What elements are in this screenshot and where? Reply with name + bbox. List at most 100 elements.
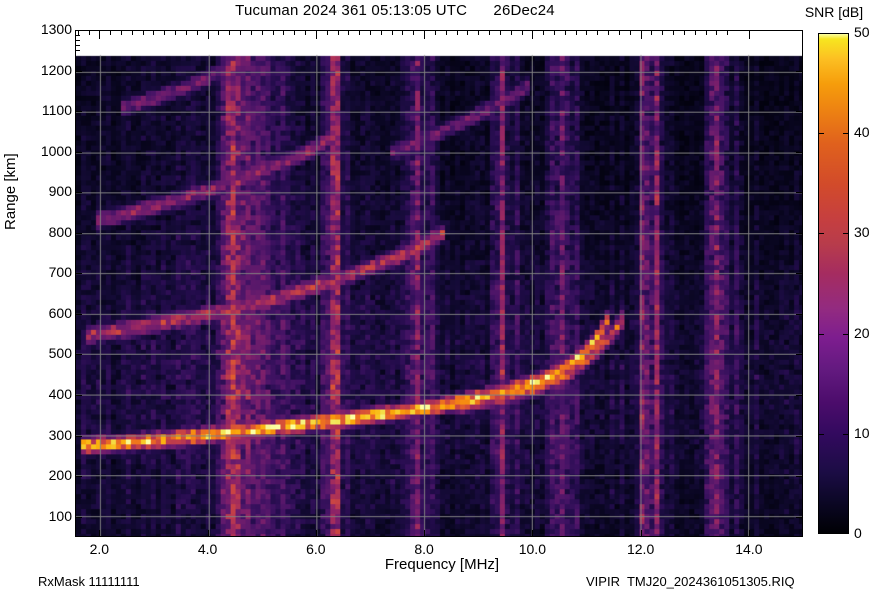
y-tick-mark bbox=[796, 192, 803, 194]
x-minor-tick bbox=[716, 30, 718, 35]
x-minor-tick bbox=[164, 30, 166, 35]
x-minor-tick bbox=[142, 30, 144, 35]
x-minor-tick bbox=[424, 30, 426, 35]
y-tick-mark bbox=[796, 151, 803, 153]
colorbar-tick bbox=[843, 133, 849, 135]
x-minor-tick bbox=[305, 30, 307, 35]
x-tick-mark bbox=[748, 30, 750, 39]
y-tick-mark bbox=[75, 151, 82, 153]
x-minor-tick bbox=[694, 30, 696, 35]
x-minor-tick bbox=[369, 30, 371, 35]
y-tick-mark bbox=[75, 273, 82, 275]
y-tick-label: 300 bbox=[48, 426, 72, 443]
colorbar-tick bbox=[843, 333, 849, 335]
y-tick-label: 1000 bbox=[40, 142, 72, 159]
x-minor-tick bbox=[499, 30, 501, 35]
page-title: Tucuman 2024 361 05:13:05 UTC 26Dec24 bbox=[235, 2, 555, 19]
y-tick-mark bbox=[75, 435, 82, 437]
x-minor-tick bbox=[250, 30, 252, 35]
colorbar-tick-label: 20 bbox=[854, 324, 870, 341]
x-minor-tick bbox=[413, 30, 415, 35]
x-tick-mark bbox=[424, 530, 426, 537]
x-minor-tick bbox=[651, 30, 653, 35]
y-tick-label: 900 bbox=[48, 183, 72, 200]
y-tick-mark bbox=[796, 30, 803, 31]
x-minor-tick bbox=[88, 30, 90, 35]
x-minor-tick bbox=[185, 30, 187, 35]
x-minor-tick bbox=[467, 30, 469, 35]
x-minor-tick bbox=[673, 30, 675, 35]
x-minor-tick bbox=[662, 30, 664, 35]
x-minor-tick bbox=[77, 30, 79, 35]
y-tick-mark bbox=[796, 354, 803, 356]
x-tick-label: 12.0 bbox=[626, 541, 655, 557]
colorbar-tick-label: 10 bbox=[854, 424, 870, 441]
x-tick-label: 4.0 bbox=[197, 541, 218, 557]
ionogram-plot-area[interactable] bbox=[75, 30, 803, 537]
x-minor-tick bbox=[532, 30, 534, 35]
x-tick-label: 14.0 bbox=[735, 541, 763, 557]
colorbar-tick-label: 0 bbox=[854, 525, 862, 541]
x-minor-tick bbox=[683, 30, 685, 35]
x-minor-tick bbox=[359, 30, 361, 35]
x-minor-tick bbox=[478, 30, 480, 35]
x-tick-mark bbox=[532, 530, 534, 537]
rxmask-label: RxMask 11111111 bbox=[38, 574, 140, 589]
y-tick-mark bbox=[796, 476, 803, 478]
y-minor-tick bbox=[75, 30, 80, 31]
x-tick-mark bbox=[748, 530, 750, 537]
colorbar-tick-label: 40 bbox=[854, 124, 870, 141]
x-minor-tick bbox=[218, 30, 220, 35]
y-tick-mark bbox=[796, 70, 803, 72]
x-minor-tick bbox=[348, 30, 350, 35]
y-tick-mark bbox=[75, 192, 82, 194]
x-tick-mark bbox=[207, 530, 209, 537]
x-minor-tick bbox=[196, 30, 198, 35]
y-tick-mark bbox=[796, 313, 803, 315]
y-tick-mark bbox=[75, 232, 82, 234]
x-minor-tick bbox=[121, 30, 122, 35]
y-tick-label: 1300 bbox=[40, 21, 72, 37]
ionogram-raster bbox=[76, 31, 802, 536]
x-minor-tick bbox=[207, 30, 209, 35]
y-tick-mark bbox=[75, 476, 82, 478]
colorbar-tick bbox=[843, 233, 849, 235]
y-tick-mark bbox=[796, 273, 803, 275]
x-minor-tick bbox=[575, 30, 577, 35]
x-minor-tick bbox=[640, 30, 642, 35]
y-tick-mark bbox=[796, 435, 803, 437]
x-minor-tick bbox=[434, 30, 436, 35]
x-minor-tick bbox=[489, 30, 491, 35]
y-minor-tick bbox=[75, 50, 80, 52]
y-tick-label: 800 bbox=[48, 223, 72, 240]
x-minor-tick bbox=[618, 30, 620, 35]
y-tick-label: 600 bbox=[48, 304, 72, 321]
x-tick-label: 10.0 bbox=[518, 541, 546, 557]
x-minor-tick bbox=[554, 30, 556, 35]
x-minor-tick bbox=[294, 30, 296, 35]
colorbar-tick bbox=[818, 233, 824, 235]
x-minor-tick bbox=[521, 30, 523, 35]
x-minor-tick bbox=[110, 30, 112, 35]
colorbar-tick bbox=[818, 333, 824, 335]
y-minor-tick bbox=[75, 45, 80, 47]
x-minor-tick bbox=[510, 30, 512, 35]
source-file-label: VIPIR TMJ20_2024361051305.RIQ bbox=[586, 574, 795, 589]
x-minor-tick bbox=[131, 30, 133, 35]
x-minor-tick bbox=[445, 30, 447, 35]
x-minor-tick bbox=[326, 30, 328, 35]
x-tick-label: 6.0 bbox=[306, 541, 326, 557]
y-minor-tick bbox=[75, 35, 80, 37]
y-tick-mark bbox=[75, 313, 82, 315]
x-tick-label: 2.0 bbox=[89, 541, 110, 557]
x-minor-tick bbox=[315, 30, 317, 35]
y-tick-mark bbox=[75, 354, 82, 356]
x-minor-tick bbox=[272, 30, 274, 35]
y-tick-mark bbox=[796, 395, 803, 397]
y-tick-label: 200 bbox=[48, 467, 72, 484]
x-minor-tick bbox=[283, 30, 285, 35]
colorbar-tick bbox=[818, 133, 824, 135]
x-minor-tick bbox=[380, 30, 382, 35]
colorbar-tick-label: 30 bbox=[854, 224, 870, 241]
colorbar-tick-label: 50 bbox=[854, 24, 870, 40]
